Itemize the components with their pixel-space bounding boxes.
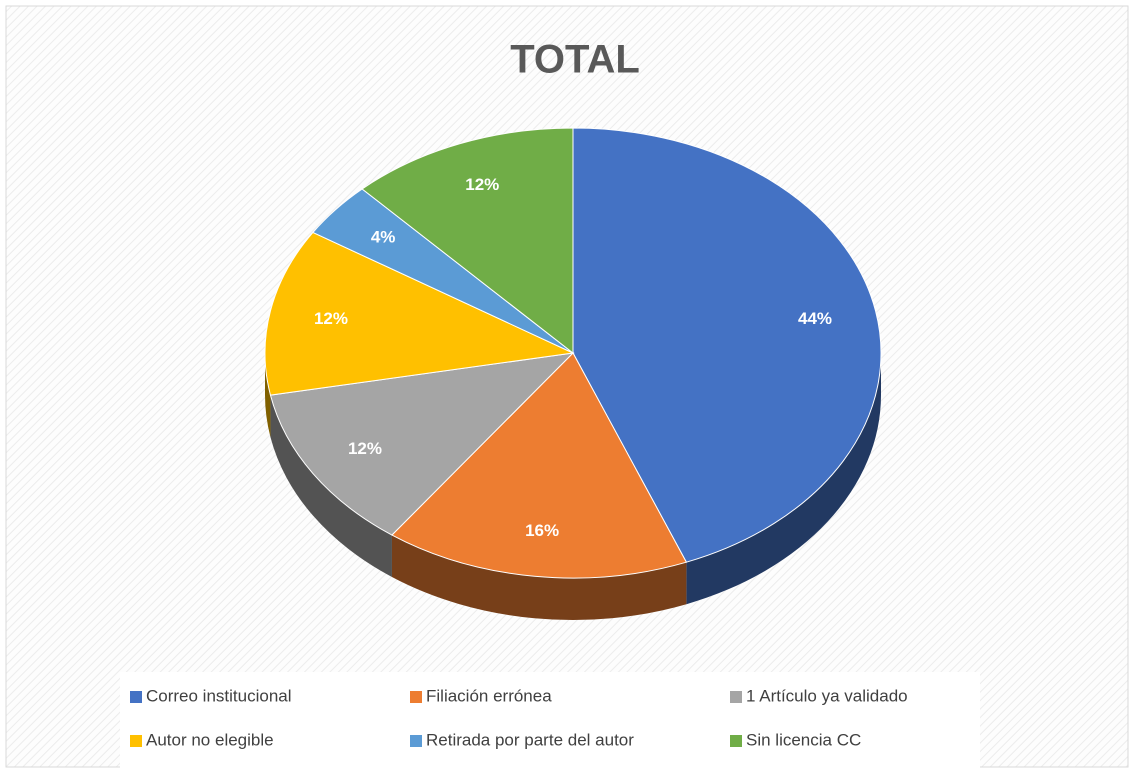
legend-box	[120, 672, 980, 770]
legend-marker	[730, 691, 742, 703]
data-label: 4%	[371, 228, 396, 247]
data-label: 12%	[348, 439, 382, 458]
data-label: 44%	[798, 309, 832, 328]
pie-slice	[264, 231, 575, 396]
data-label: 12%	[314, 309, 348, 328]
pie-slice	[391, 352, 688, 579]
legend-marker	[130, 735, 142, 747]
legend-label: Correo institucional	[146, 686, 292, 705]
chart-title: TOTAL	[510, 38, 640, 82]
data-label: 16%	[525, 521, 559, 540]
legend-label: Sin licencia CC	[746, 730, 861, 749]
legend-marker	[410, 735, 422, 747]
legend-label: Retirada por parte del autor	[426, 730, 634, 749]
legend-marker	[130, 691, 142, 703]
legend-label: 1 Artículo ya validado	[746, 686, 908, 705]
legend-label: Filiación errónea	[426, 686, 552, 705]
legend-marker	[410, 691, 422, 703]
pie-slice	[572, 127, 882, 563]
pie-slice	[269, 352, 575, 536]
pie-side	[265, 353, 271, 438]
pie-side	[270, 395, 392, 578]
pie-slice	[361, 127, 574, 355]
pie: 44% 16% 12% 12% 4% 12%	[264, 127, 882, 620]
legend-label: Autor no elegible	[146, 730, 274, 749]
legend-marker	[730, 735, 742, 747]
pie-side	[391, 535, 687, 620]
legend: Correo institucional Filiación errónea 1 A…	[130, 686, 908, 749]
pie-side	[686, 353, 881, 605]
data-label: 12%	[465, 175, 499, 194]
